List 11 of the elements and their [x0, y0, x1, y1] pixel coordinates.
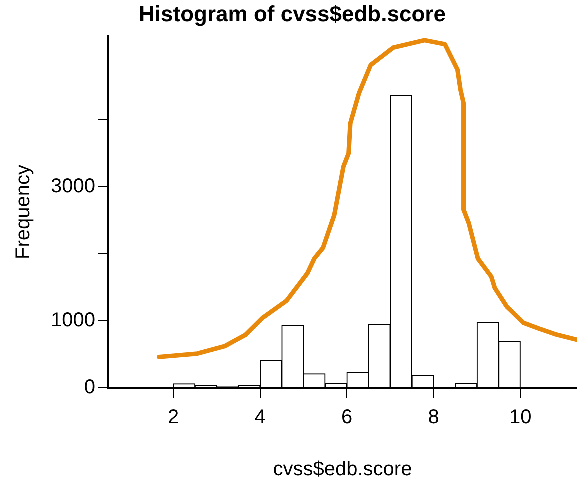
x-tick-label: 6: [342, 406, 353, 429]
x-axis-title: cvss$edb.score: [273, 458, 412, 481]
x-tick-label: 2: [168, 406, 180, 429]
chart-title: Histogram of cvss$edb.score: [139, 1, 446, 26]
y-tick-label: 0: [84, 376, 96, 399]
x-tick-label: 8: [428, 406, 440, 429]
x-tick-label: 10: [509, 406, 532, 429]
y-tick-label: 3000: [50, 176, 96, 198]
y-tick-label: 1000: [50, 310, 96, 332]
x-tick-label: 4: [254, 406, 266, 429]
y-axis-title: Frequency: [12, 164, 35, 260]
